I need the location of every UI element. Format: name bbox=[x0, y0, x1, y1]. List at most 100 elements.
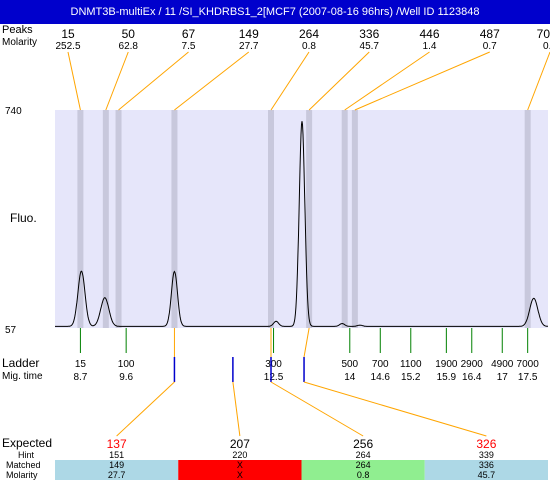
peak-band bbox=[306, 110, 313, 328]
peak-callout-line bbox=[67, 51, 81, 111]
matched-size: 149 bbox=[109, 460, 124, 470]
peak-band bbox=[77, 110, 84, 328]
expected-connector bbox=[232, 381, 241, 437]
peak-size: 50 bbox=[122, 27, 136, 41]
matched-size: 336 bbox=[479, 460, 494, 470]
mig-time-row-label: Mig. time bbox=[2, 371, 43, 382]
matched-molarity: 45.7 bbox=[478, 470, 496, 480]
y-tick-min: 57 bbox=[5, 325, 17, 336]
window-title: DNMT3B-multiEx / 11 /SI_KHDRBS1_2[MCF7 (… bbox=[0, 0, 550, 24]
peak-band bbox=[102, 110, 109, 328]
expected-cell bbox=[178, 460, 302, 480]
peak-callout-line bbox=[344, 51, 430, 111]
ladder-size: 300 bbox=[265, 359, 282, 370]
matched-molarity: 0.8 bbox=[357, 470, 370, 480]
ladder-size: 700 bbox=[372, 359, 389, 370]
plot-area bbox=[55, 110, 548, 328]
ladder-time: 15.9 bbox=[437, 372, 457, 383]
peak-size: 7000 bbox=[537, 27, 550, 41]
hint-size: 220 bbox=[232, 450, 247, 460]
matched-size: 264 bbox=[356, 460, 371, 470]
ladder-time: 9.6 bbox=[119, 372, 133, 383]
peak-callout-line bbox=[354, 51, 490, 111]
molarity-bottom-label: Molarity bbox=[6, 470, 38, 480]
peak-molarity: 1.4 bbox=[423, 41, 437, 52]
ladder-time: 12.5 bbox=[264, 372, 284, 383]
peak-callout-line bbox=[527, 51, 550, 111]
ladder-time: 16.4 bbox=[462, 372, 482, 383]
expected-connector bbox=[270, 381, 364, 437]
ladder-row-label: Ladder bbox=[2, 356, 39, 370]
peak-band bbox=[115, 110, 122, 328]
ladder-time: 17.5 bbox=[518, 372, 538, 383]
peak-size: 446 bbox=[419, 27, 439, 41]
peak-molarity: 0.7 bbox=[483, 41, 497, 52]
peaks-row-label: Peaks bbox=[2, 24, 33, 36]
ladder-size: 4900 bbox=[491, 359, 514, 370]
peak-band bbox=[341, 110, 348, 328]
peak-to-marker-line bbox=[303, 327, 310, 358]
y-axis-label: Fluo. bbox=[10, 211, 37, 225]
peak-size: 336 bbox=[359, 27, 379, 41]
peak-callout-line bbox=[270, 51, 310, 111]
peak-size: 67 bbox=[182, 27, 196, 41]
ladder-time: 14.6 bbox=[371, 372, 391, 383]
ladder-time: 8.7 bbox=[73, 372, 87, 383]
matched-size: X bbox=[237, 460, 243, 470]
peak-molarity: 62.8 bbox=[119, 41, 139, 52]
peak-size: 15 bbox=[61, 27, 75, 41]
ladder-time: 17 bbox=[497, 372, 509, 383]
hint-row-label: Hint bbox=[18, 450, 35, 460]
molarity-row-label: Molarity bbox=[2, 37, 37, 48]
expected-table: 13715114927.7207220XX2562642640.83263393… bbox=[55, 437, 548, 480]
expected-cell bbox=[55, 460, 179, 480]
expected-cell bbox=[424, 460, 548, 480]
expected-connector bbox=[303, 381, 487, 437]
peak-callout-line bbox=[118, 51, 189, 111]
ladder-size: 2900 bbox=[461, 359, 484, 370]
expected-size: 137 bbox=[107, 437, 127, 451]
ladder-size: 15 bbox=[75, 359, 87, 370]
peak-size: 264 bbox=[299, 27, 319, 41]
matched-row-label: Matched bbox=[6, 460, 41, 470]
peak-callout-line bbox=[105, 51, 129, 111]
ladder-size: 500 bbox=[341, 359, 358, 370]
ladder-size: 1100 bbox=[400, 359, 422, 370]
peak-callout-line bbox=[308, 51, 370, 111]
hint-size: 339 bbox=[479, 450, 494, 460]
ladder-size: 7000 bbox=[517, 359, 540, 370]
fluorescence-trace bbox=[55, 121, 548, 327]
expected-row-label: Expected bbox=[2, 436, 52, 450]
expected-connector bbox=[116, 381, 175, 437]
expected-size: 326 bbox=[476, 437, 496, 451]
peak-callout-line bbox=[174, 51, 250, 111]
y-tick-max: 740 bbox=[5, 106, 22, 117]
peak-molarity: 27.7 bbox=[239, 41, 259, 52]
ladder: 15 8.7 100 9.6 300 12.5 500 14 700 14.6 1100 15.2 19… bbox=[73, 328, 539, 383]
expected-markers bbox=[116, 327, 487, 437]
expected-size: 207 bbox=[230, 437, 250, 451]
peak-band bbox=[171, 110, 178, 328]
ladder-size: 100 bbox=[118, 359, 135, 370]
matched-molarity: X bbox=[237, 470, 243, 480]
peak-size: 487 bbox=[480, 27, 500, 41]
ladder-size: 1900 bbox=[435, 359, 458, 370]
hint-size: 264 bbox=[356, 450, 371, 460]
peak-molarity: 45.7 bbox=[360, 41, 380, 52]
peak-molarity: 0.8 bbox=[302, 41, 316, 52]
matched-molarity: 27.7 bbox=[108, 470, 126, 480]
peak-bands bbox=[77, 110, 531, 328]
peak-band bbox=[351, 110, 358, 328]
peak-molarity: 7.5 bbox=[182, 41, 196, 52]
hint-size: 151 bbox=[109, 450, 124, 460]
ladder-time: 14 bbox=[344, 372, 356, 383]
peak-molarity: 0.5 bbox=[543, 41, 550, 52]
expected-cell bbox=[301, 460, 425, 480]
peak-callouts bbox=[67, 51, 550, 111]
peak-size: 149 bbox=[239, 27, 259, 41]
peak-molarity: 252.5 bbox=[55, 41, 80, 52]
peak-band bbox=[268, 110, 275, 328]
ladder-time: 15.2 bbox=[401, 372, 421, 383]
